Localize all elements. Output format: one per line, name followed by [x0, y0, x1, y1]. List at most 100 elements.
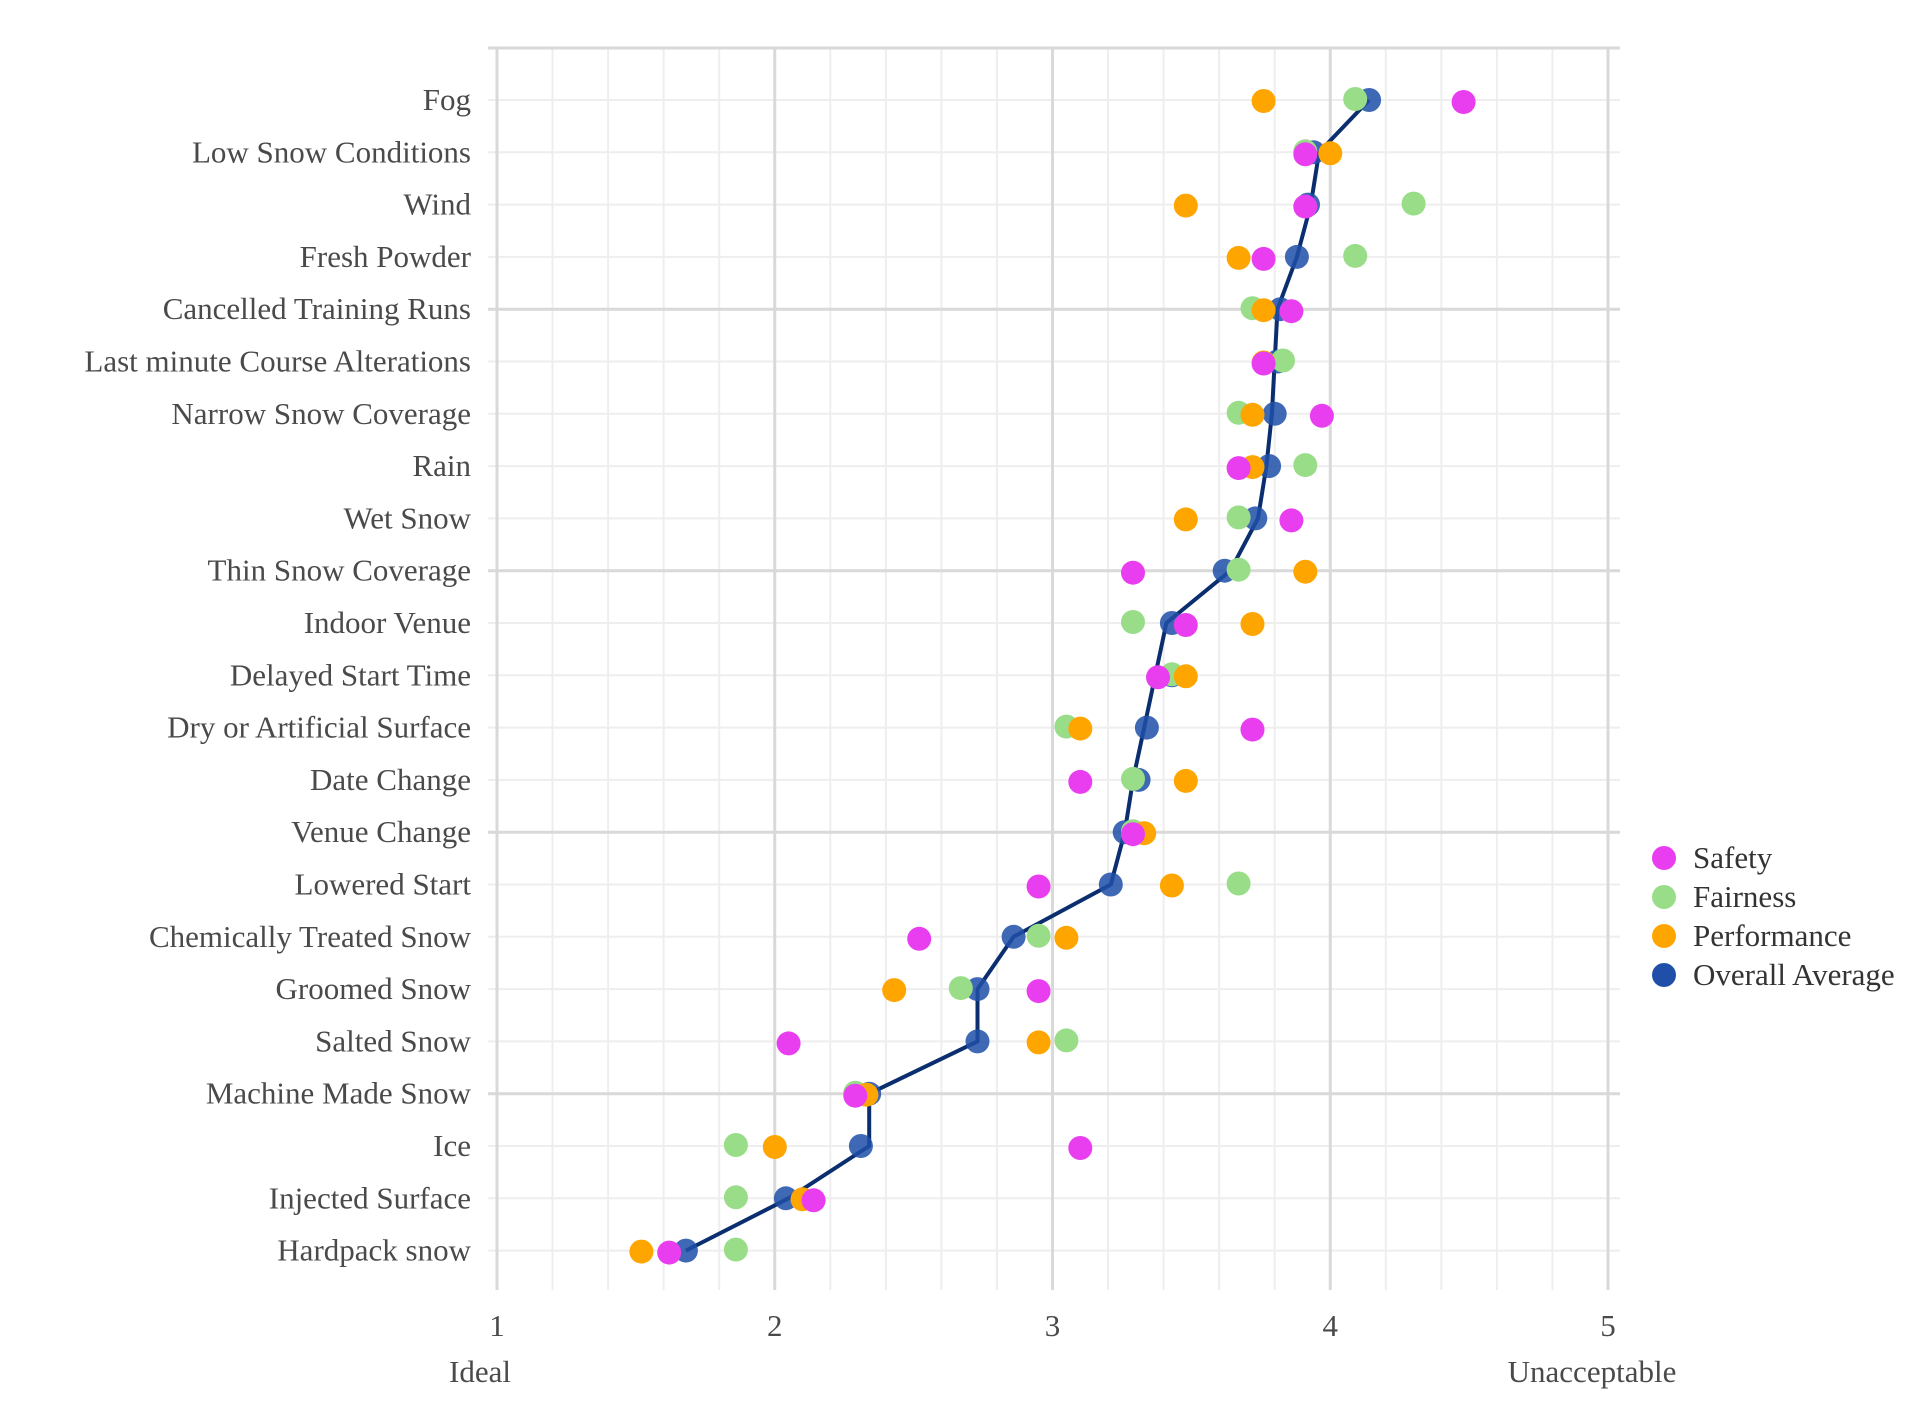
overall-average-point: [848, 1134, 873, 1158]
fairness-point: [1226, 871, 1251, 896]
x-tick-label: 5: [1600, 1308, 1616, 1343]
category-label: Cancelled Training Runs: [163, 291, 471, 326]
performance-point: [1240, 402, 1265, 427]
safety-point: [1026, 979, 1051, 1004]
fairness-point: [1401, 191, 1426, 216]
x-tick-label: 2: [767, 1308, 783, 1343]
performance-point: [762, 1135, 787, 1159]
safety-point: [843, 1083, 868, 1108]
performance-point: [1240, 612, 1265, 636]
performance-point: [1173, 193, 1198, 218]
category-label: Thin Snow Coverage: [208, 553, 471, 588]
safety-point: [1251, 351, 1276, 376]
performance-point: [882, 978, 907, 1003]
safety-point: [1146, 665, 1170, 690]
legend-safety-label: Safety: [1693, 840, 1773, 875]
x-end-label-low: Ideal: [449, 1354, 511, 1389]
fairness-point: [1343, 243, 1368, 268]
overall-average-point: [1098, 872, 1123, 897]
fairness-point: [1343, 87, 1368, 111]
category-label: Chemically Treated Snow: [149, 919, 472, 954]
category-label: Machine Made Snow: [206, 1076, 472, 1111]
fairness-point: [1026, 923, 1051, 948]
fairness-point: [723, 1237, 748, 1262]
grid: [488, 46, 1620, 1290]
performance-point: [1251, 298, 1276, 323]
category-label: Dry or Artificial Surface: [167, 710, 471, 745]
safety-point: [1279, 508, 1304, 533]
overall-average-point: [965, 1029, 990, 1054]
safety-point: [657, 1240, 682, 1265]
safety-point: [1226, 456, 1251, 481]
safety-point: [1026, 874, 1051, 899]
performance-point: [1068, 716, 1093, 741]
safety-point: [1293, 142, 1318, 167]
performance-point: [1173, 507, 1198, 532]
safety-point: [1251, 246, 1276, 271]
x-axis: Ideal Unacceptable 1 2 3 4 5: [449, 1308, 1676, 1389]
safety-point: [776, 1031, 801, 1056]
performance-point: [1054, 925, 1079, 950]
fairness-point: [1226, 557, 1251, 582]
fairness-point: [1293, 453, 1318, 478]
x-end-label-high: Unacceptable: [1508, 1354, 1677, 1389]
category-label: Date Change: [310, 762, 471, 797]
performance-point: [1251, 89, 1276, 113]
legend-overall-average-label: Overall Average: [1693, 957, 1895, 992]
category-label: Low Snow Conditions: [192, 134, 471, 169]
safety-point: [1451, 90, 1476, 114]
legend-fairness-swatch: [1652, 885, 1676, 909]
category-label: Hardpack snow: [277, 1233, 471, 1268]
x-tick-label: 1: [489, 1308, 505, 1343]
overall-average-point: [1001, 924, 1026, 949]
category-label: Salted Snow: [315, 1023, 471, 1058]
legend: Safety Fairness Performance Overall Average: [1652, 840, 1895, 992]
fairness-point: [1121, 766, 1145, 791]
fairness-point: [723, 1185, 748, 1210]
safety-point: [1293, 194, 1318, 219]
safety-point: [1279, 299, 1304, 324]
safety-point: [907, 926, 932, 951]
category-label: Venue Change: [291, 814, 471, 849]
category-labels: Fog Low Snow Conditions Wind Fresh Powder Ca…: [84, 82, 471, 1268]
category-label: Fog: [423, 82, 471, 117]
legend-performance-swatch: [1652, 924, 1676, 948]
safety-point: [1240, 717, 1265, 742]
category-label: Delayed Start Time: [230, 657, 471, 692]
x-tick-label: 4: [1323, 1308, 1339, 1343]
legend-safety-swatch: [1652, 846, 1676, 870]
legend-performance-label: Performance: [1693, 918, 1851, 953]
category-label: Ice: [433, 1128, 471, 1163]
safety-point: [1068, 1136, 1093, 1160]
points-layer: [629, 87, 1476, 1265]
category-label: Narrow Snow Coverage: [171, 396, 471, 431]
safety-point: [1173, 613, 1198, 637]
safety-point: [1121, 822, 1145, 847]
fairness-point: [723, 1133, 748, 1157]
performance-point: [1226, 245, 1251, 270]
performance-point: [1293, 559, 1318, 584]
x-tick-label: 3: [1045, 1308, 1061, 1343]
fairness-point: [1226, 505, 1251, 530]
category-label: Injected Surface: [269, 1180, 471, 1215]
category-label: Wind: [403, 187, 471, 222]
safety-point: [1121, 560, 1145, 585]
legend-overall-average-swatch: [1652, 963, 1676, 987]
category-label: Last minute Course Alterations: [84, 344, 471, 379]
category-label: Rain: [412, 448, 471, 483]
fairness-point: [948, 976, 973, 1001]
overall-average-point: [1262, 401, 1287, 426]
performance-point: [1159, 873, 1184, 898]
performance-point: [629, 1239, 654, 1264]
fairness-point: [1121, 610, 1145, 634]
overall-average-point: [1134, 715, 1159, 740]
category-label: Wet Snow: [343, 500, 471, 535]
performance-point: [1318, 141, 1343, 166]
performance-point: [1026, 1030, 1051, 1055]
category-label: Lowered Start: [295, 867, 472, 902]
performance-point: [1173, 768, 1198, 793]
safety-point: [801, 1188, 826, 1213]
performance-point: [1173, 664, 1198, 689]
category-label: Indoor Venue: [304, 605, 471, 640]
